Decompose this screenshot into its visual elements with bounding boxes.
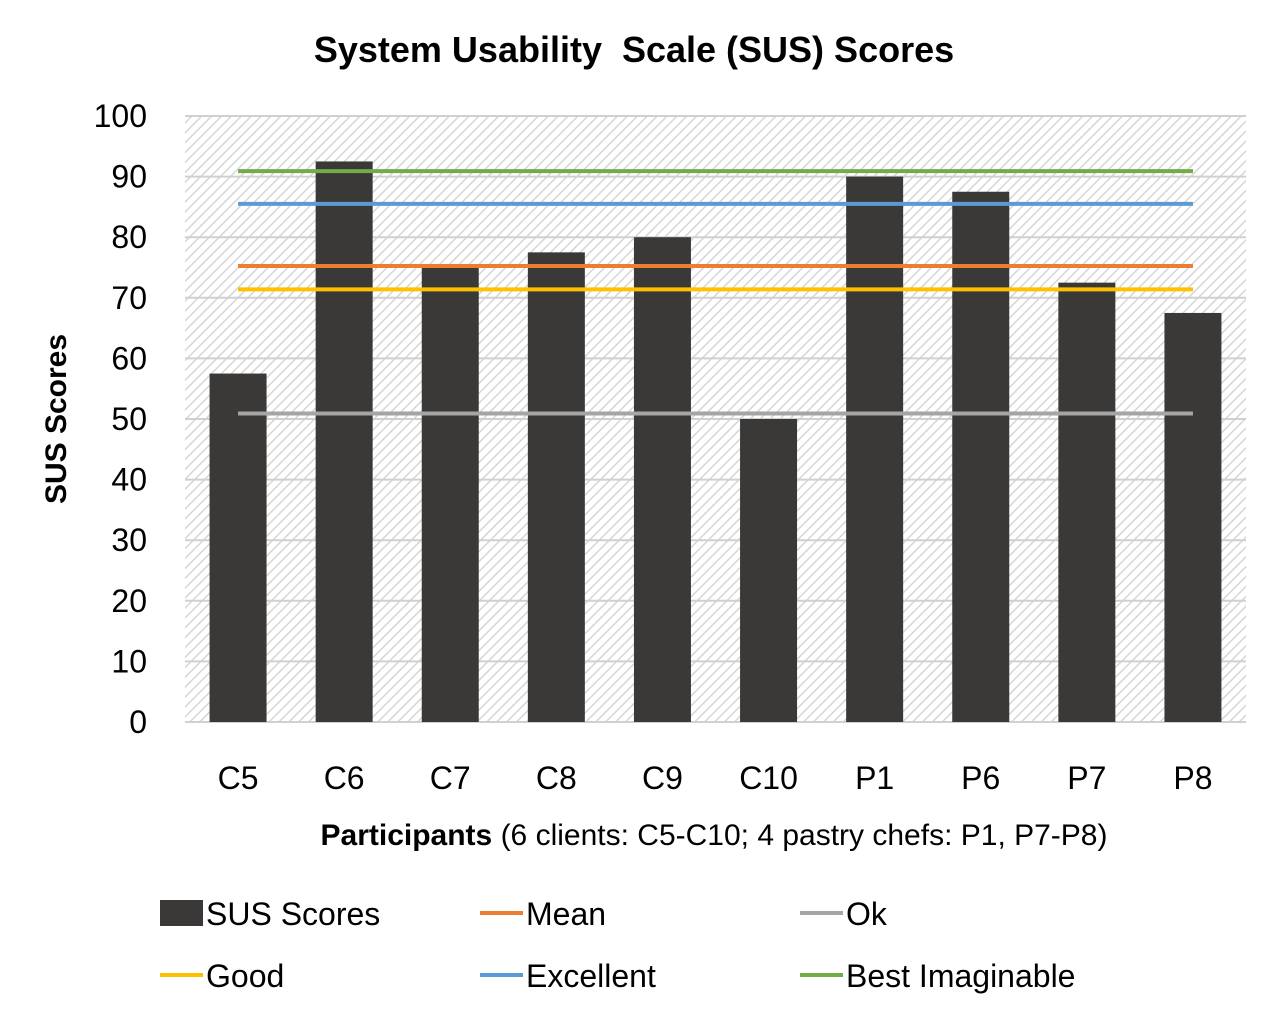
x-tick-label: P1 <box>855 760 894 796</box>
y-tick-label: 30 <box>111 522 147 558</box>
chart-title: System Usability Scale (SUS) Scores <box>314 29 954 70</box>
x-tick-label: C10 <box>739 760 798 796</box>
legend-label-good: Good <box>206 958 284 994</box>
bar-c6 <box>315 161 373 722</box>
y-tick-label: 40 <box>111 462 147 498</box>
x-axis-label-bold: Participants <box>321 819 493 852</box>
bar-p7 <box>1058 282 1116 722</box>
legend: SUS Scores Mean Ok Good Excellent Best Imagin… <box>160 896 1075 994</box>
bar-c7 <box>421 267 479 722</box>
bar-p8 <box>1164 312 1222 722</box>
x-axis-label-rest: (6 clients: C5-C10; 4 pastry chefs: P1, … <box>492 819 1107 852</box>
legend-label-excellent: Excellent <box>526 958 656 994</box>
x-tick-label: P7 <box>1067 760 1106 796</box>
bar-c5 <box>209 373 267 722</box>
x-axis-ticks: C5 C6 C7 C8 C9 C10 P1 P6 P7 P8 <box>218 760 1213 796</box>
x-tick-label: C8 <box>536 760 577 796</box>
y-tick-label: 80 <box>111 219 147 255</box>
y-tick-label: 90 <box>111 159 147 195</box>
bars <box>209 161 1222 723</box>
y-axis-label: SUS Scores <box>40 334 73 504</box>
x-tick-label: P6 <box>961 760 1000 796</box>
legend-label-sus-scores: SUS Scores <box>206 896 380 932</box>
bar-c8 <box>527 252 585 722</box>
legend-swatch-sus-scores <box>160 900 203 926</box>
y-tick-label: 10 <box>111 643 147 679</box>
x-tick-label: C6 <box>324 760 365 796</box>
bar-c9 <box>633 237 691 722</box>
y-tick-label: 100 <box>94 98 147 134</box>
x-tick-label: C5 <box>218 760 259 796</box>
x-tick-label: C7 <box>430 760 471 796</box>
y-tick-label: 0 <box>129 704 147 740</box>
bar-c10 <box>740 419 798 722</box>
x-axis-label: Participants (6 clients: C5-C10; 4 pastr… <box>321 819 1108 852</box>
y-tick-label: 70 <box>111 280 147 316</box>
reference-lines <box>238 169 1193 416</box>
y-tick-label: 60 <box>111 340 147 376</box>
y-axis-ticks: 0 10 20 30 40 50 60 70 80 90 100 <box>94 98 147 740</box>
y-tick-label: 50 <box>111 401 147 437</box>
y-tick-label: 20 <box>111 583 147 619</box>
legend-label-ok: Ok <box>846 896 888 932</box>
x-tick-label: C9 <box>642 760 683 796</box>
bar-p1 <box>846 176 904 723</box>
x-tick-label: P8 <box>1173 760 1212 796</box>
bar-p6 <box>952 191 1010 722</box>
legend-label-mean: Mean <box>526 896 606 932</box>
legend-label-best-imaginable: Best Imaginable <box>846 958 1075 994</box>
